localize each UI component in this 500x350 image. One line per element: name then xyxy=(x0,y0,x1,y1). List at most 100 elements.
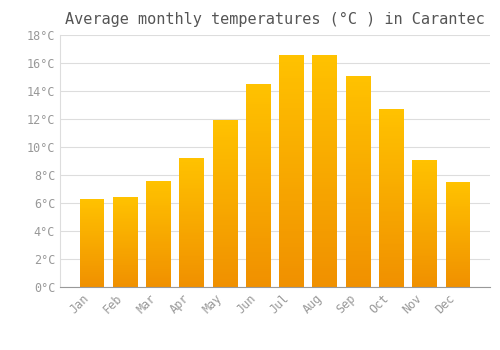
Bar xyxy=(346,126,370,128)
Bar xyxy=(279,59,304,62)
Bar xyxy=(346,78,370,80)
Bar xyxy=(446,194,470,195)
Bar xyxy=(180,282,204,283)
Bar xyxy=(412,211,437,212)
Bar xyxy=(379,139,404,141)
Bar xyxy=(113,265,138,266)
Bar xyxy=(279,143,304,145)
Bar xyxy=(180,201,204,202)
Bar xyxy=(180,214,204,215)
Bar xyxy=(346,183,370,186)
Bar xyxy=(412,233,437,235)
Bar xyxy=(379,154,404,155)
Bar xyxy=(113,234,138,235)
Bar xyxy=(379,259,404,260)
Bar xyxy=(446,272,470,273)
Bar xyxy=(346,160,370,162)
Bar xyxy=(80,266,104,267)
Bar xyxy=(246,186,271,188)
Bar xyxy=(379,196,404,198)
Bar xyxy=(246,120,271,122)
Bar xyxy=(146,208,171,209)
Bar xyxy=(80,216,104,217)
Bar xyxy=(446,252,470,253)
Bar xyxy=(312,136,338,138)
Bar xyxy=(246,202,271,204)
Bar xyxy=(446,281,470,282)
Bar xyxy=(279,124,304,127)
Bar xyxy=(80,249,104,250)
Bar xyxy=(246,281,271,283)
Bar xyxy=(446,251,470,252)
Bar xyxy=(379,152,404,154)
Bar xyxy=(446,271,470,272)
Bar xyxy=(312,155,338,157)
Bar xyxy=(113,261,138,262)
Bar xyxy=(412,281,437,282)
Bar xyxy=(279,243,304,245)
Bar xyxy=(412,199,437,200)
Bar xyxy=(212,285,238,287)
Bar xyxy=(312,164,338,166)
Bar xyxy=(279,282,304,285)
Bar xyxy=(379,269,404,271)
Bar xyxy=(180,177,204,179)
Bar xyxy=(379,148,404,150)
Bar xyxy=(446,210,470,211)
Bar xyxy=(146,222,171,223)
Bar xyxy=(446,254,470,256)
Bar xyxy=(180,257,204,259)
Bar xyxy=(279,210,304,213)
Bar xyxy=(180,185,204,187)
Bar xyxy=(412,219,437,221)
Bar xyxy=(279,62,304,64)
Bar xyxy=(312,203,338,206)
Bar xyxy=(246,177,271,180)
Bar xyxy=(379,177,404,178)
Bar xyxy=(379,150,404,152)
Bar xyxy=(180,265,204,266)
Bar xyxy=(180,187,204,188)
Bar xyxy=(279,120,304,122)
Bar xyxy=(113,266,138,267)
Bar xyxy=(180,272,204,273)
Bar xyxy=(212,242,238,244)
Bar xyxy=(180,251,204,252)
Bar xyxy=(412,176,437,177)
Bar xyxy=(146,259,171,260)
Bar xyxy=(379,182,404,184)
Bar xyxy=(279,66,304,69)
Bar xyxy=(346,253,370,255)
Bar xyxy=(312,192,338,194)
Bar xyxy=(379,266,404,267)
Bar xyxy=(279,164,304,166)
Bar xyxy=(346,179,370,181)
Bar xyxy=(146,257,171,258)
Bar xyxy=(80,228,104,229)
Bar xyxy=(412,241,437,243)
Bar xyxy=(279,99,304,101)
Bar xyxy=(146,219,171,220)
Bar xyxy=(279,157,304,159)
Bar xyxy=(180,269,204,270)
Bar xyxy=(180,183,204,184)
Bar xyxy=(80,280,104,281)
Bar xyxy=(412,184,437,185)
Bar xyxy=(412,212,437,213)
Bar xyxy=(412,275,437,277)
Bar xyxy=(279,285,304,287)
Bar xyxy=(180,266,204,268)
Bar xyxy=(113,219,138,220)
Bar xyxy=(212,140,238,142)
Bar xyxy=(246,122,271,125)
Bar xyxy=(379,172,404,173)
Bar xyxy=(312,64,338,66)
Bar xyxy=(80,275,104,276)
Bar xyxy=(379,125,404,127)
Bar xyxy=(146,192,171,193)
Bar xyxy=(113,272,138,273)
Bar xyxy=(180,255,204,256)
Bar xyxy=(80,220,104,221)
Bar xyxy=(246,269,271,271)
Bar xyxy=(279,215,304,217)
